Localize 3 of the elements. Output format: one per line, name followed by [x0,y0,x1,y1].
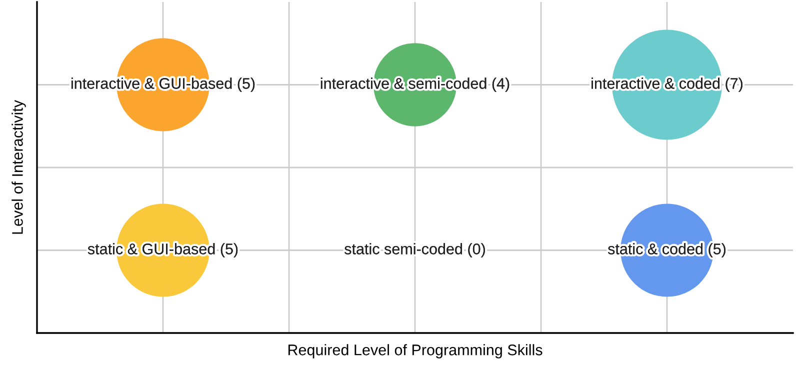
text: Level of Interactivity [12,100,26,234]
text: Required Level of Programming Skills [288,344,542,358]
data-label: static semi-coded (0) [344,243,485,258]
